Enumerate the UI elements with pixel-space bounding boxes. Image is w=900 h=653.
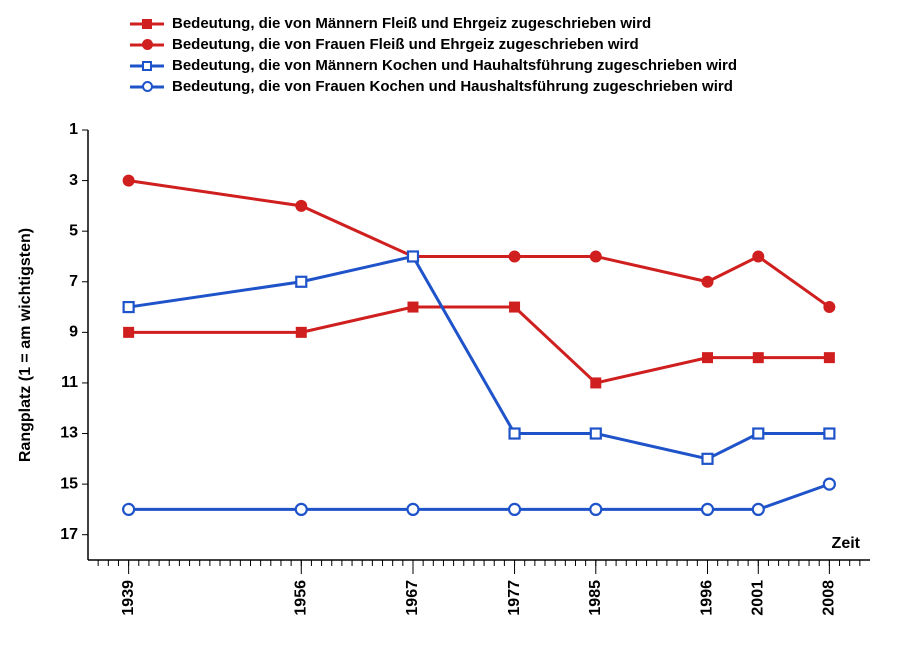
x-tick-label: 1977 xyxy=(506,580,523,616)
y-tick-label: 15 xyxy=(60,475,78,492)
plot-svg: 1357911131517193919561967197719851996200… xyxy=(0,0,900,653)
x-tick-label: 2008 xyxy=(821,580,838,616)
y-tick-label: 13 xyxy=(60,425,78,442)
x-tick-label: 1967 xyxy=(404,580,421,616)
x-tick-label: 2001 xyxy=(750,580,767,616)
y-tick-label: 5 xyxy=(69,222,78,239)
x-tick-label: 1939 xyxy=(120,580,137,616)
x-tick-label: 1996 xyxy=(699,580,716,616)
y-axis-title: Rangplatz (1 = am wichtigsten) xyxy=(17,228,34,462)
y-tick-label: 17 xyxy=(60,526,78,543)
y-tick-label: 3 xyxy=(69,172,78,189)
x-tick-label: 1985 xyxy=(587,580,604,616)
x-tick-label: 1956 xyxy=(292,580,309,616)
x-axis-title: Zeit xyxy=(832,535,861,552)
y-tick-label: 7 xyxy=(69,273,78,290)
y-tick-label: 11 xyxy=(61,374,78,391)
y-tick-label: 9 xyxy=(69,324,78,341)
y-tick-label: 1 xyxy=(69,121,78,138)
chart-container: Bedeutung, die von Männern Fleiß und Ehr… xyxy=(0,0,900,653)
